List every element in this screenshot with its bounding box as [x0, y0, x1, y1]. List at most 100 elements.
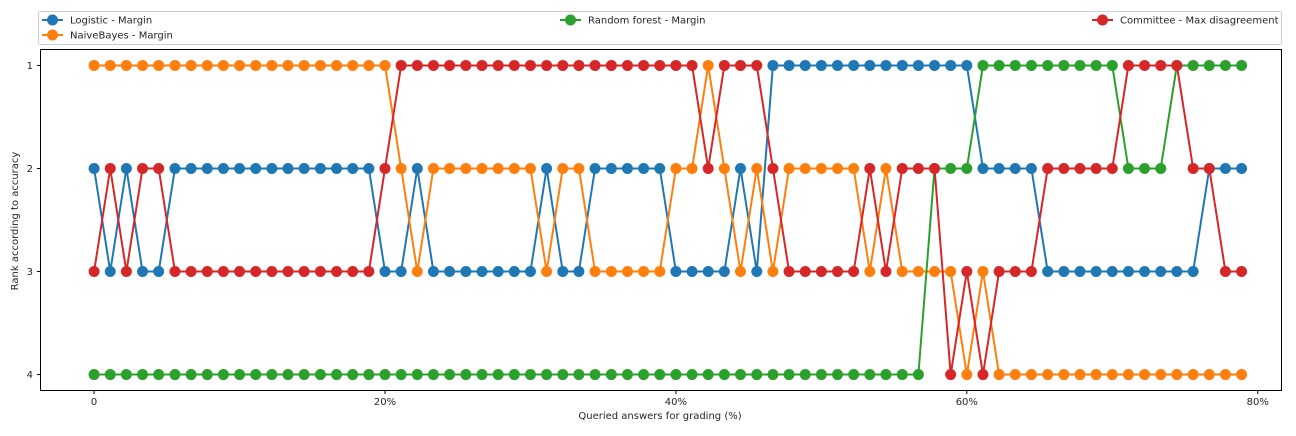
- data-point-committee-max-disagreement: [201, 266, 213, 278]
- data-point-random-forest-margin: [201, 369, 213, 381]
- data-point-naivebayes-margin: [88, 59, 100, 71]
- data-point-logistic-margin: [912, 59, 924, 71]
- data-point-logistic-margin: [961, 59, 973, 71]
- data-point-naivebayes-margin: [460, 162, 472, 174]
- data-point-random-forest-margin: [411, 369, 423, 381]
- data-point-committee-max-disagreement: [767, 162, 779, 174]
- data-point-logistic-margin: [492, 266, 504, 278]
- data-point-committee-max-disagreement: [654, 59, 666, 71]
- data-point-logistic-margin: [589, 162, 601, 174]
- data-point-logistic-margin: [1187, 266, 1199, 278]
- data-point-logistic-margin: [896, 59, 908, 71]
- data-point-logistic-margin: [880, 59, 892, 71]
- data-point-random-forest-margin: [799, 369, 811, 381]
- data-point-naivebayes-margin: [1106, 369, 1118, 381]
- data-point-committee-max-disagreement: [638, 59, 650, 71]
- data-point-logistic-margin: [848, 59, 860, 71]
- data-point-logistic-margin: [573, 266, 585, 278]
- data-point-logistic-margin: [864, 59, 876, 71]
- data-point-random-forest-margin: [912, 369, 924, 381]
- data-point-committee-max-disagreement: [460, 59, 472, 71]
- data-point-committee-max-disagreement: [266, 266, 278, 278]
- data-point-naivebayes-margin: [1219, 369, 1231, 381]
- data-point-random-forest-margin: [524, 369, 536, 381]
- data-point-random-forest-margin: [557, 369, 569, 381]
- data-point-naivebayes-margin: [1074, 369, 1086, 381]
- data-point-naivebayes-margin: [573, 162, 585, 174]
- data-point-logistic-margin: [767, 59, 779, 71]
- data-point-random-forest-margin: [476, 369, 488, 381]
- data-point-random-forest-margin: [718, 369, 730, 381]
- data-point-committee-max-disagreement: [541, 59, 553, 71]
- data-point-committee-max-disagreement: [880, 266, 892, 278]
- data-point-random-forest-margin: [347, 369, 359, 381]
- data-point-logistic-margin: [427, 266, 439, 278]
- data-point-naivebayes-margin: [201, 59, 213, 71]
- data-point-naivebayes-margin: [1171, 369, 1183, 381]
- data-point-committee-max-disagreement: [395, 59, 407, 71]
- data-point-random-forest-margin: [1058, 59, 1070, 71]
- x-tick-label: 20%: [374, 397, 396, 408]
- data-point-random-forest-margin: [153, 369, 165, 381]
- data-point-random-forest-margin: [185, 369, 197, 381]
- data-point-random-forest-margin: [282, 369, 294, 381]
- data-point-logistic-margin: [411, 162, 423, 174]
- data-point-logistic-margin: [331, 162, 343, 174]
- data-point-committee-max-disagreement: [734, 59, 746, 71]
- data-point-logistic-margin: [137, 266, 149, 278]
- data-point-naivebayes-margin: [411, 266, 423, 278]
- data-point-naivebayes-margin: [718, 162, 730, 174]
- data-point-logistic-margin: [395, 266, 407, 278]
- data-point-committee-max-disagreement: [1009, 266, 1021, 278]
- data-point-naivebayes-margin: [104, 59, 116, 71]
- data-point-random-forest-margin: [945, 162, 957, 174]
- data-point-logistic-margin: [104, 266, 116, 278]
- data-point-logistic-margin: [799, 59, 811, 71]
- data-point-naivebayes-margin: [848, 162, 860, 174]
- data-point-committee-max-disagreement: [298, 266, 310, 278]
- data-point-logistic-margin: [718, 266, 730, 278]
- data-point-naivebayes-margin: [347, 59, 359, 71]
- data-point-random-forest-margin: [1203, 59, 1215, 71]
- data-point-random-forest-margin: [621, 369, 633, 381]
- data-point-random-forest-margin: [848, 369, 860, 381]
- x-tick-label: 40%: [665, 397, 687, 408]
- data-point-committee-max-disagreement: [1025, 266, 1037, 278]
- data-point-random-forest-margin: [767, 369, 779, 381]
- data-point-random-forest-margin: [298, 369, 310, 381]
- data-point-random-forest-margin: [1042, 59, 1054, 71]
- data-point-committee-max-disagreement: [331, 266, 343, 278]
- data-point-logistic-margin: [201, 162, 213, 174]
- data-point-logistic-margin: [702, 266, 714, 278]
- data-point-logistic-margin: [1042, 266, 1054, 278]
- data-point-random-forest-margin: [1139, 162, 1151, 174]
- data-point-logistic-margin: [1106, 266, 1118, 278]
- data-point-logistic-margin: [1139, 266, 1151, 278]
- legend-frame: [38, 11, 1282, 45]
- legend-swatch-marker: [565, 14, 576, 26]
- data-point-random-forest-margin: [783, 369, 795, 381]
- data-point-committee-max-disagreement: [137, 162, 149, 174]
- data-point-naivebayes-margin: [1042, 369, 1054, 381]
- data-point-naivebayes-margin: [266, 59, 278, 71]
- data-point-committee-max-disagreement: [1122, 59, 1134, 71]
- data-point-logistic-margin: [1090, 266, 1102, 278]
- data-point-naivebayes-margin: [169, 59, 181, 71]
- data-point-committee-max-disagreement: [1139, 59, 1151, 71]
- data-point-logistic-margin: [1074, 266, 1086, 278]
- data-point-logistic-margin: [621, 162, 633, 174]
- data-point-naivebayes-margin: [880, 162, 892, 174]
- data-point-naivebayes-margin: [234, 59, 246, 71]
- data-point-logistic-margin: [460, 266, 472, 278]
- data-point-committee-max-disagreement: [1042, 162, 1054, 174]
- data-point-logistic-margin: [282, 162, 294, 174]
- data-point-logistic-margin: [217, 162, 229, 174]
- data-point-naivebayes-margin: [589, 266, 601, 278]
- data-point-naivebayes-margin: [137, 59, 149, 71]
- data-point-logistic-margin: [654, 162, 666, 174]
- data-point-naivebayes-margin: [427, 162, 439, 174]
- series-random-forest-margin: [88, 59, 1248, 381]
- data-point-committee-max-disagreement: [557, 59, 569, 71]
- data-point-naivebayes-margin: [977, 266, 989, 278]
